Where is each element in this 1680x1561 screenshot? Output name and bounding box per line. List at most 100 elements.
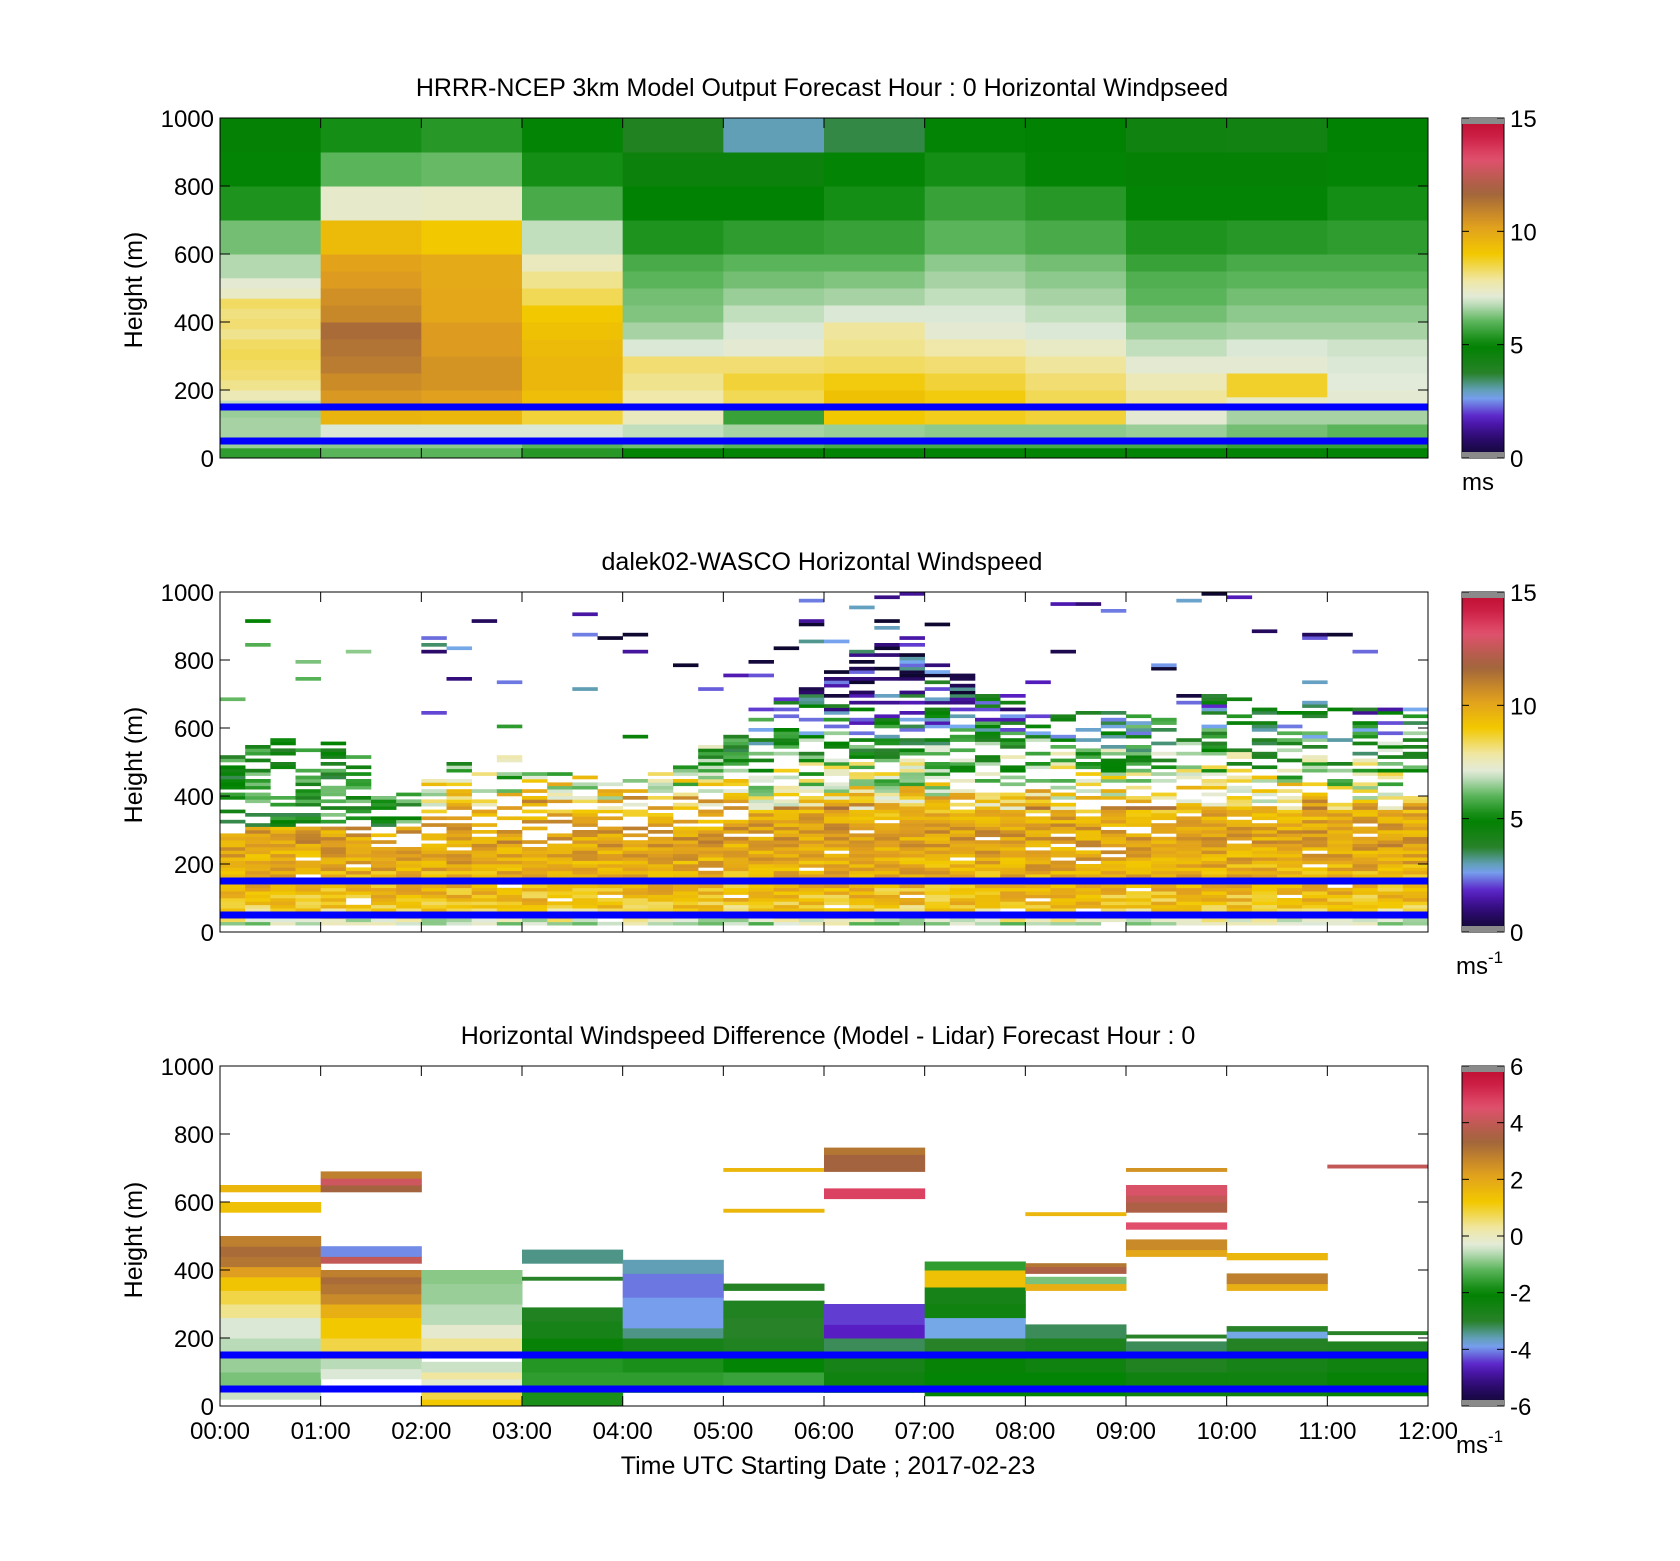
lidar-gate	[622, 734, 649, 739]
lidar-gate	[471, 874, 498, 878]
lidar-gate	[270, 850, 296, 855]
lidar-gate	[673, 779, 699, 783]
heatmap-cell	[1025, 407, 1127, 425]
lidar-gate	[421, 833, 447, 838]
lidar-gate	[1402, 884, 1429, 889]
lidar-gate	[1050, 874, 1076, 878]
lidar-gate	[320, 874, 347, 878]
lidar-gate	[924, 802, 951, 807]
lidar-gate	[1050, 745, 1076, 749]
lidar-gate	[975, 799, 1001, 804]
lidar-gate	[723, 755, 749, 759]
heatmap-cell	[220, 407, 322, 418]
lidar-gate	[1176, 894, 1202, 899]
heatmap-cell	[522, 356, 624, 391]
lidar-gate	[1025, 714, 1051, 719]
lidar-gate	[572, 921, 598, 926]
lidar-gate	[1277, 860, 1303, 865]
lidar-gate	[899, 792, 925, 797]
lidar-gate	[723, 738, 749, 742]
heatmap-cell	[421, 1372, 523, 1380]
lidar-gate	[1126, 748, 1152, 753]
heatmap-cell	[1025, 1263, 1127, 1268]
lidar-gate	[748, 864, 774, 868]
heatmap-cell	[1226, 271, 1328, 289]
lidar-gate	[1277, 884, 1303, 889]
lidar-gate	[320, 908, 347, 912]
heatmap-cell	[320, 1317, 422, 1339]
lidar-gate	[899, 860, 925, 865]
lidar-gate	[220, 833, 246, 838]
lidar-gate	[748, 850, 774, 855]
lidar-gate	[1000, 738, 1026, 742]
lidar-gate	[270, 836, 296, 841]
y-tick-label: 400	[174, 1258, 214, 1285]
lidar-gate	[1277, 782, 1303, 787]
lidar-gate	[396, 867, 422, 872]
heatmap-cell	[522, 390, 624, 408]
lidar-gate	[1277, 823, 1303, 827]
lidar-gate	[773, 741, 800, 746]
lidar-gate	[421, 891, 447, 895]
lidar-gate	[824, 758, 850, 763]
y-tick-label: 600	[174, 1190, 214, 1217]
lidar-gate	[1176, 775, 1202, 780]
lidar-gate	[1000, 755, 1026, 759]
lidar-gate	[1327, 738, 1353, 742]
heatmap-cell	[1126, 118, 1228, 153]
lidar-gate	[547, 772, 573, 776]
lidar-gate	[1201, 894, 1227, 899]
heatmap-cell	[824, 220, 926, 255]
lidar-gate	[1100, 748, 1127, 753]
lidar-gate	[773, 738, 800, 742]
lidar-gate	[446, 884, 472, 889]
lidar-gate	[1352, 901, 1378, 906]
lidar-gate	[924, 901, 951, 906]
lidar-gate	[1277, 918, 1303, 923]
lidar-gate	[824, 813, 850, 817]
lidar-gate	[1226, 775, 1253, 780]
lidar-gate	[824, 833, 850, 838]
lidar-gate	[798, 690, 825, 695]
lidar-gate	[522, 847, 548, 851]
lidar-gate	[1050, 921, 1076, 926]
lidar-gate	[295, 904, 321, 909]
lidar-gate	[1201, 860, 1227, 865]
lidar-gate	[874, 806, 900, 810]
lidar-gate	[522, 809, 548, 814]
lidar-gate	[975, 809, 1001, 814]
lidar-gate	[975, 697, 1001, 702]
lidar-gate	[673, 898, 699, 902]
lidar-gate	[924, 792, 951, 797]
lidar-gate	[1151, 887, 1177, 892]
lidar-gate	[673, 891, 699, 895]
lidar-gate	[371, 819, 397, 824]
lidar-gate	[1302, 847, 1328, 851]
lidar-gate	[1201, 830, 1227, 834]
lidar-gate	[824, 843, 850, 848]
lidar-gate	[1176, 847, 1202, 851]
lidar-gate	[1176, 785, 1202, 790]
lidar-gate	[471, 850, 498, 855]
lidar-gate	[1000, 884, 1026, 889]
lidar-gate	[1302, 809, 1328, 814]
lidar-gate	[1302, 799, 1328, 804]
lidar-gate	[723, 741, 749, 746]
lidar-gate	[1277, 833, 1303, 838]
lidar-gate	[647, 789, 674, 793]
lidar-gate	[1075, 840, 1102, 844]
lidar-gate	[899, 836, 925, 841]
heatmap-cell	[824, 1147, 926, 1155]
heatmap-cell	[924, 271, 1026, 289]
colorbar-tick-label: 0	[1510, 446, 1523, 473]
lidar-gate	[1377, 707, 1404, 712]
lidar-gate	[975, 762, 1001, 766]
lidar-gate	[1352, 809, 1378, 814]
lidar-gate	[547, 874, 573, 878]
lidar-gate	[345, 765, 372, 770]
lidar-gate	[295, 918, 321, 923]
heatmap-cell	[421, 288, 523, 323]
lidar-gate	[949, 850, 976, 855]
lidar-gate	[522, 887, 548, 892]
lidar-gate	[673, 870, 699, 875]
